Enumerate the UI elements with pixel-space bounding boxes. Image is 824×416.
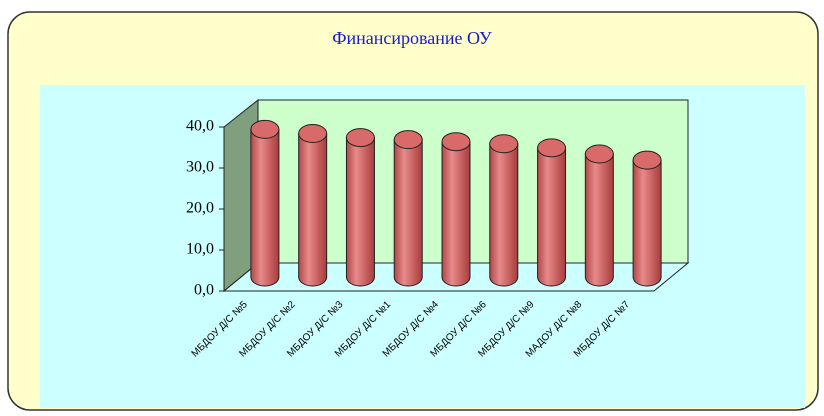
bar-body (250, 128, 280, 287)
bar (345, 128, 375, 287)
bar-body (298, 133, 328, 287)
bar-body (441, 141, 471, 287)
bar (441, 132, 471, 287)
bar-body (537, 147, 567, 287)
bar (489, 134, 519, 287)
bar-top (298, 124, 328, 143)
y-tick-label: 10,0 (186, 241, 214, 258)
bar-body (632, 159, 662, 287)
y-tick-label: 30,0 (186, 159, 214, 176)
bar (393, 130, 423, 287)
y-tick-label: 40,0 (186, 118, 214, 135)
bar (632, 150, 662, 287)
floor (222, 262, 690, 292)
bar-top (537, 138, 567, 158)
bar (250, 119, 280, 287)
bar-top (393, 130, 423, 150)
bar-body (393, 139, 423, 287)
y-tick-label: 20,0 (186, 200, 214, 217)
bar (298, 124, 328, 287)
bar-top (345, 128, 375, 148)
bar-top (441, 132, 471, 152)
y-tick-label: 0,0 (194, 282, 214, 299)
bar-top (632, 150, 662, 170)
bar (537, 138, 567, 287)
bar (584, 144, 614, 287)
chart-title: Финансирование ОУ (332, 28, 492, 48)
bar-top (250, 119, 280, 139)
bar-body (345, 137, 375, 287)
bar-top (489, 134, 519, 154)
bar-top (584, 144, 614, 164)
bar-body (489, 143, 519, 287)
bar-body (584, 153, 614, 287)
